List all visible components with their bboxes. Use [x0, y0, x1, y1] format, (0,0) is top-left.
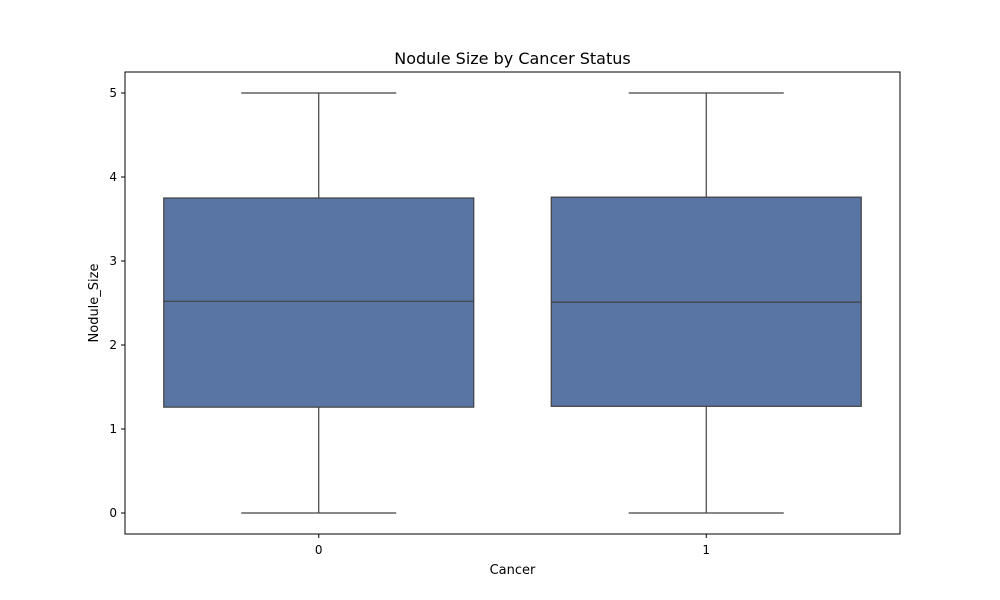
- x-tick-label: 0: [315, 543, 323, 557]
- y-axis-label: Nodule_Size: [87, 264, 102, 343]
- y-tick-label: 0: [109, 506, 117, 520]
- y-axis: 0 1 2 3 4 5: [109, 86, 125, 520]
- y-tick-label: 5: [109, 86, 117, 100]
- box-group-0: [163, 92, 475, 514]
- y-tick-label: 2: [109, 338, 117, 352]
- x-axis-label: Cancer: [490, 563, 536, 578]
- y-tick-label: 3: [109, 254, 117, 268]
- boxes-layer: [163, 92, 862, 514]
- x-tick-label: 1: [702, 543, 710, 557]
- chart-title: Nodule Size by Cancer Status: [394, 49, 630, 68]
- y-tick-label: 1: [109, 422, 117, 436]
- plot-frame: [124, 71, 901, 535]
- box-iqr: [163, 197, 475, 408]
- y-tick-label: 4: [109, 170, 117, 184]
- box-group-1: [550, 92, 862, 514]
